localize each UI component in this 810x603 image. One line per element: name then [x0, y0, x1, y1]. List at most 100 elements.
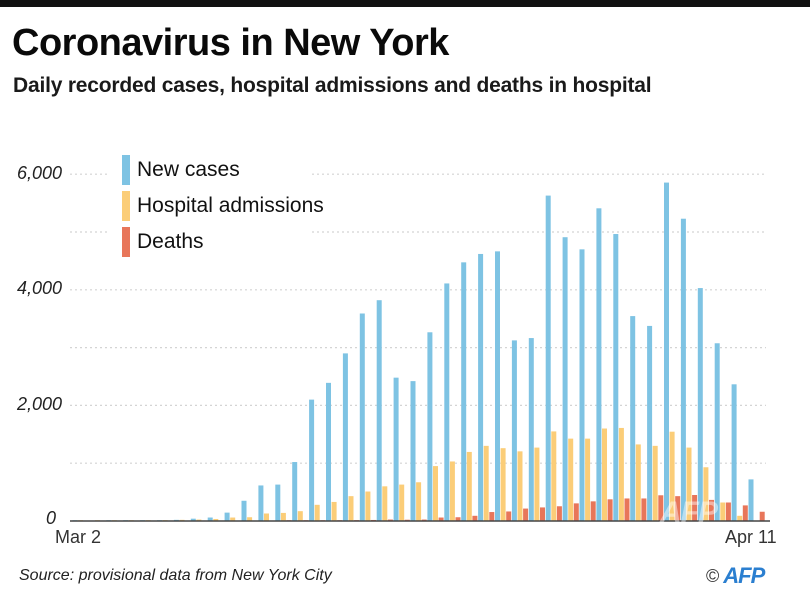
y-tick-label-4000: 4,000 — [16, 278, 62, 298]
legend-item-new-cases: New cases — [122, 154, 240, 186]
bar-new-cases-mar-12 — [241, 500, 247, 521]
bar-hospital-admissions-mar-17 — [331, 501, 337, 521]
bar-hospital-admissions-mar-25 — [466, 451, 472, 521]
bar-deaths-apr-9 — [725, 502, 731, 521]
bar-deaths-apr-2 — [607, 499, 613, 521]
bar-deaths-mar-24 — [455, 517, 461, 521]
bar-new-cases-mar-15 — [292, 462, 298, 521]
bar-new-cases-apr-8 — [697, 288, 703, 521]
bar-new-cases-mar-14 — [275, 484, 281, 521]
bar-deaths-mar-27 — [506, 511, 512, 521]
bar-new-cases-apr-5 — [647, 325, 653, 521]
bar-deaths-apr-4 — [641, 498, 647, 521]
bar-hospital-admissions-apr-6 — [669, 431, 675, 521]
chart-title: Coronavirus in New York — [12, 22, 449, 64]
bar-new-cases-mar-29 — [528, 338, 534, 521]
afp-logo: AFP — [723, 563, 765, 588]
bar-hospital-admissions-mar-18 — [348, 496, 354, 521]
bar-new-cases-apr-10 — [731, 384, 737, 521]
legend-label-deaths: Deaths — [137, 230, 204, 253]
bar-hospital-admissions-mar-14 — [280, 512, 286, 521]
copyright-icon: © — [706, 565, 720, 586]
bar-deaths-apr-8 — [709, 499, 714, 521]
bar-new-cases-mar-11 — [224, 512, 230, 521]
top-bar — [0, 0, 810, 7]
chart-subtitle: Daily recorded cases, hospital admission… — [13, 74, 652, 97]
bar-new-cases-mar-25 — [461, 262, 467, 521]
bar-new-cases-apr-11 — [748, 479, 754, 521]
legend-swatch-deaths — [122, 227, 130, 257]
legend-swatch-new-cases — [122, 155, 130, 185]
x-tick-label-end: Apr 11 — [725, 527, 777, 547]
y-tick-label-0: 0 — [45, 508, 56, 528]
bar-deaths-mar-29 — [540, 507, 545, 521]
bar-deaths-apr-3 — [624, 498, 630, 521]
bar-deaths-apr-6 — [675, 496, 681, 521]
bar-hospital-admissions-mar-26 — [483, 445, 489, 521]
bar-deaths-mar-25 — [472, 515, 478, 521]
bar-new-cases-apr-1 — [579, 249, 585, 521]
bar-new-cases-mar-18 — [342, 353, 348, 521]
bar-hospital-admissions-mar-21 — [399, 484, 405, 521]
bar-hospital-admissions-apr-7 — [686, 447, 692, 521]
bar-hospital-admissions-mar-22 — [416, 482, 422, 521]
bar-new-cases-mar-21 — [393, 377, 399, 521]
bar-new-cases-mar-20 — [376, 300, 382, 521]
legend-label-new-cases: New cases — [137, 158, 240, 181]
afp-watermark: AFP — [660, 496, 718, 529]
bar-hospital-admissions-apr-4 — [635, 444, 641, 521]
bar-new-cases-apr-3 — [613, 234, 619, 521]
bar-new-cases-mar-16 — [309, 399, 315, 521]
bar-hospital-admissions-mar-10 — [213, 518, 219, 521]
bar-new-cases-mar-23 — [427, 332, 433, 521]
bar-hospital-admissions-apr-5 — [652, 445, 658, 521]
bar-new-cases-apr-6 — [664, 182, 669, 521]
bar-new-cases-mar-13 — [258, 485, 264, 521]
bar-new-cases-apr-2 — [596, 208, 602, 522]
x-tick-label-start: Mar 2 — [55, 527, 102, 547]
bar-hospital-admissions-mar-30 — [551, 431, 557, 521]
source-note: Source: provisional data from New York C… — [19, 567, 332, 584]
legend-item-hospital-admissions: Hospital admissions — [122, 190, 324, 222]
y-tick-label-2000: 2,000 — [16, 394, 62, 414]
bar-deaths-apr-5 — [658, 495, 664, 521]
credit: © AFP — [706, 563, 765, 589]
bar-hospital-admissions-apr-8 — [703, 467, 709, 521]
bar-hospital-admissions-apr-9 — [720, 502, 726, 521]
legend-label-hospital-admissions: Hospital admissions — [137, 194, 324, 217]
bar-hospital-admissions-mar-15 — [297, 511, 303, 521]
bar-new-cases-mar-26 — [478, 253, 484, 521]
bar-hospital-admissions-mar-13 — [264, 513, 269, 521]
bar-hospital-admissions-mar-12 — [247, 517, 253, 521]
bar-new-cases-mar-31 — [562, 237, 568, 521]
bar-new-cases-apr-4 — [630, 316, 636, 521]
bar-deaths-apr-11 — [759, 511, 765, 521]
bar-new-cases-mar-24 — [444, 283, 450, 521]
bar-marks — [72, 182, 765, 522]
y-tick-label-6000: 6,000 — [16, 163, 62, 183]
bar-hospital-admissions-mar-31 — [568, 438, 574, 521]
bar-hospital-admissions-mar-19 — [365, 491, 371, 521]
bar-deaths-mar-30 — [556, 506, 562, 521]
bar-new-cases-mar-19 — [359, 313, 365, 521]
bar-deaths-mar-23 — [438, 517, 444, 521]
bar-hospital-admissions-apr-3 — [618, 427, 624, 521]
bar-hospital-admissions-mar-20 — [382, 486, 388, 521]
bar-hospital-admissions-mar-11 — [230, 517, 236, 521]
bar-deaths-mar-31 — [573, 503, 579, 521]
bar-deaths-mar-26 — [489, 512, 495, 521]
bar-hospital-admissions-apr-1 — [585, 438, 591, 521]
bar-new-cases-apr-7 — [680, 218, 686, 521]
bar-new-cases-mar-9 — [190, 518, 196, 521]
bar-new-cases-mar-10 — [207, 517, 213, 521]
bar-hospital-admissions-mar-28 — [517, 451, 523, 521]
bar-new-cases-mar-17 — [326, 382, 331, 521]
bar-new-cases-mar-30 — [545, 195, 551, 521]
legend-item-deaths: Deaths — [122, 226, 204, 258]
bar-deaths-apr-10 — [742, 505, 748, 521]
bar-new-cases-mar-28 — [511, 340, 517, 522]
bar-hospital-admissions-mar-24 — [449, 461, 455, 521]
bar-hospital-admissions-mar-16 — [314, 504, 320, 521]
bar-new-cases-mar-22 — [410, 381, 416, 521]
bar-deaths-apr-1 — [590, 501, 596, 521]
